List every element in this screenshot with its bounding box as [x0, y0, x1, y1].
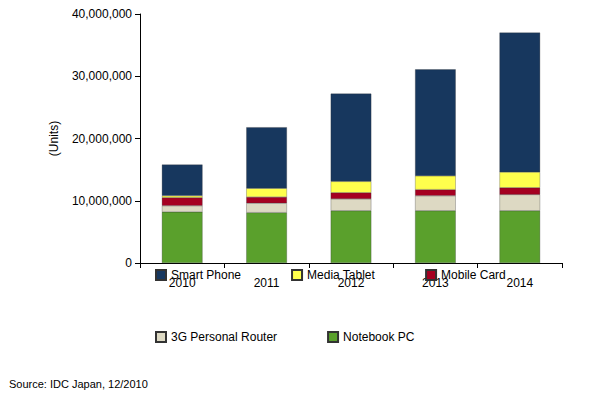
svg-text:(Units): (Units)	[47, 121, 61, 156]
svg-text:2013: 2013	[422, 276, 449, 290]
svg-text:20,000,000: 20,000,000	[72, 132, 132, 146]
svg-text:Source: IDC Japan, 12/2010: Source: IDC Japan, 12/2010	[9, 378, 148, 390]
svg-text:2012: 2012	[337, 276, 365, 290]
svg-text:2010: 2010	[168, 276, 196, 290]
svg-text:Mobile Card: Mobile Card	[441, 268, 506, 282]
svg-text:40,000,000: 40,000,000	[72, 7, 132, 21]
svg-text:10,000,000: 10,000,000	[72, 194, 132, 208]
svg-text:Smart Phone: Smart Phone	[171, 268, 241, 282]
svg-text:Notebook PC: Notebook PC	[343, 330, 415, 344]
svg-text:2014: 2014	[506, 276, 533, 290]
svg-text:2011: 2011	[254, 276, 280, 290]
svg-text:30,000,000: 30,000,000	[72, 69, 132, 83]
svg-text:Media Tablet: Media Tablet	[307, 268, 375, 282]
svg-text:0: 0	[125, 256, 132, 270]
svg-text:3G Personal Router: 3G Personal Router	[171, 330, 277, 344]
